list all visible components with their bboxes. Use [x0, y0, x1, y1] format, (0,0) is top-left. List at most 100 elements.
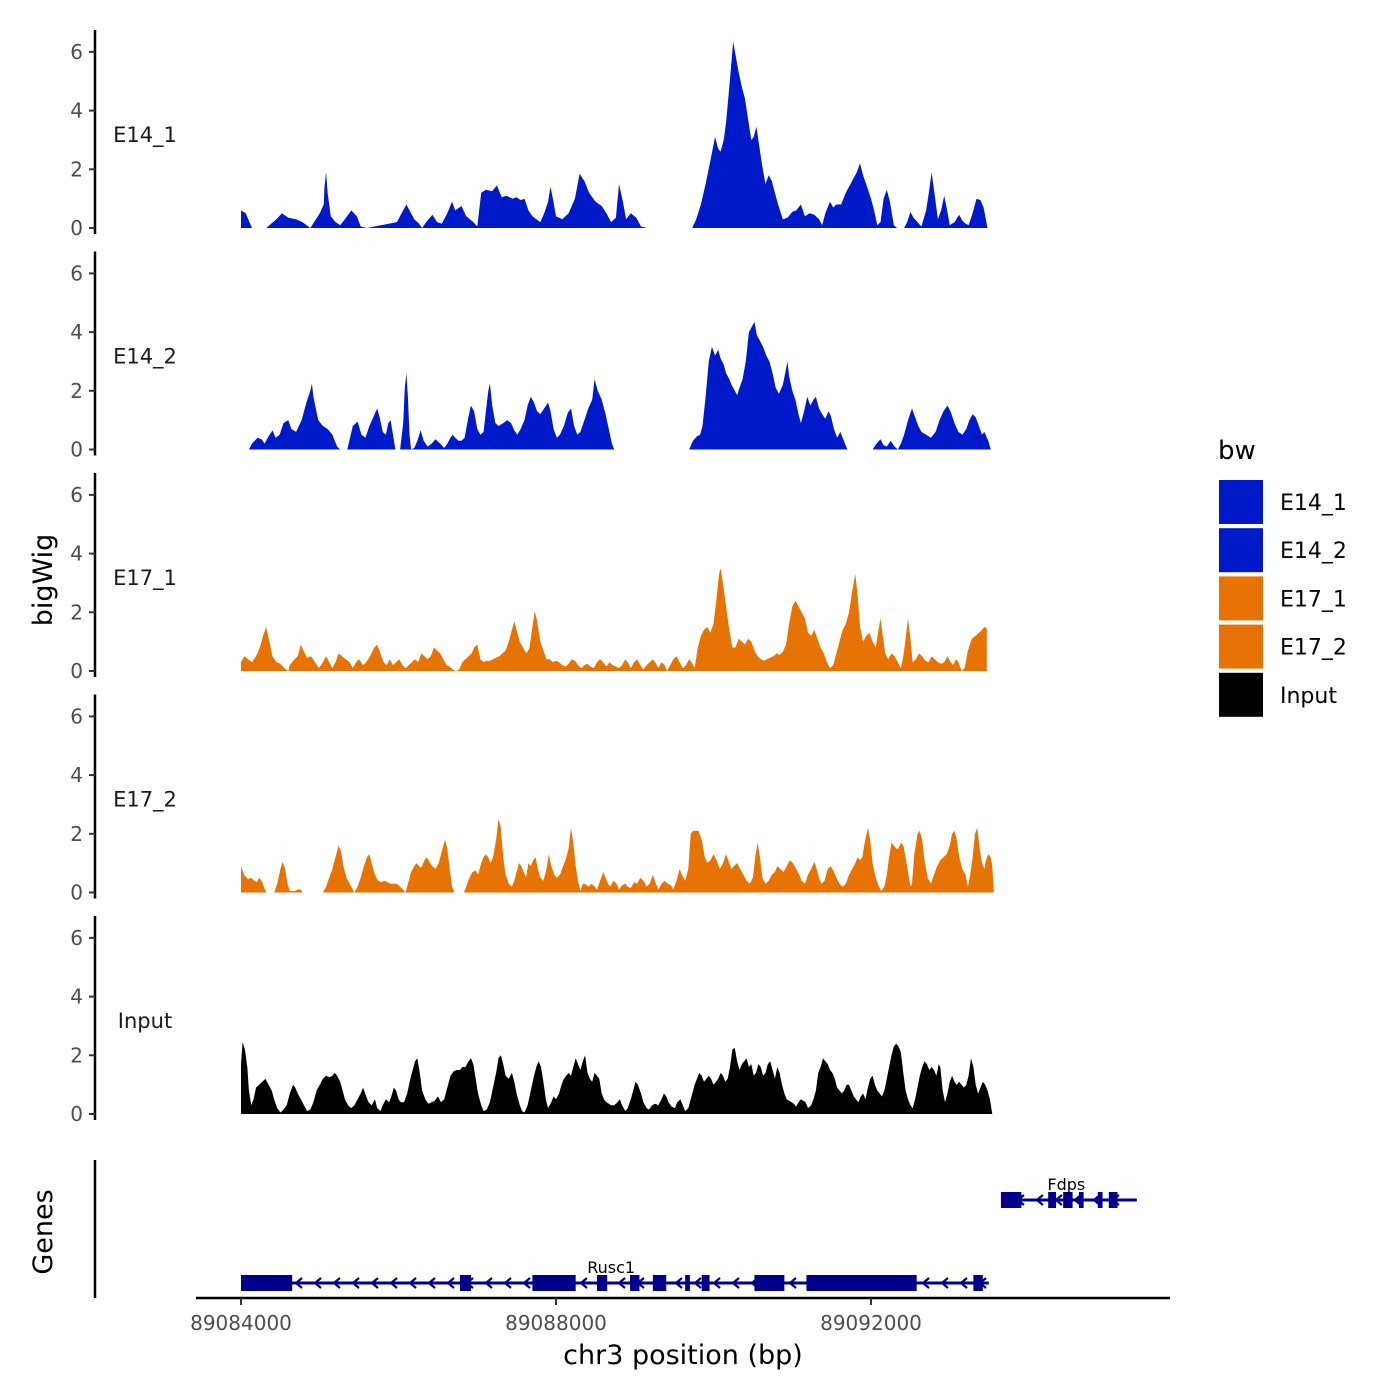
- exon: [596, 1275, 608, 1291]
- strand-arrow: [522, 1277, 531, 1289]
- exon: [241, 1275, 293, 1291]
- gene-label: Fdps: [1047, 1175, 1085, 1194]
- genes-axis-title: Genes: [28, 1189, 59, 1274]
- strand-arrow: [731, 1277, 740, 1289]
- legend-swatch: [1219, 672, 1263, 717]
- legend-label: E17_2: [1280, 636, 1347, 661]
- track-E17_1: 0 2 4 6 E17_1: [70, 473, 987, 683]
- y-tick-label: 0: [70, 659, 83, 683]
- strand-arrow: [959, 1277, 968, 1289]
- legend-label: Input: [1280, 684, 1337, 709]
- x-tick-label: 89084000: [190, 1311, 292, 1335]
- y-tick-label: 2: [70, 822, 83, 846]
- legend-item-Input: Input: [1219, 672, 1337, 717]
- strand-arrow: [617, 1277, 626, 1289]
- gene-Fdps: Fdps: [1000, 1175, 1137, 1208]
- exon: [701, 1275, 710, 1291]
- legend-label: E14_2: [1280, 539, 1347, 564]
- x-axis-title: chr3 position (bp): [563, 1340, 803, 1371]
- y-tick-label: 4: [70, 320, 83, 344]
- strand-arrow: [427, 1277, 436, 1289]
- strand-arrow: [389, 1277, 398, 1289]
- coverage-area-E14_2: [248, 321, 991, 450]
- legend: bw E14_1 E14_2 E17_1 E17_2 Input: [1218, 436, 1347, 717]
- track-E17_2: 0 2 4 6 E17_2: [70, 694, 994, 905]
- x-tick-label: 89092000: [820, 1311, 922, 1335]
- y-tick-label: 4: [70, 542, 83, 566]
- x-tick-label: 89088000: [505, 1311, 607, 1335]
- track-Input: 0 2 4 6 Input: [70, 916, 993, 1126]
- legend-title: bw: [1218, 436, 1256, 466]
- legend-item-E17_2: E17_2: [1219, 624, 1347, 669]
- legend-item-E17_1: E17_1: [1219, 576, 1347, 621]
- exon: [754, 1275, 785, 1291]
- legend-swatch: [1219, 576, 1263, 621]
- strand-arrow: [788, 1277, 797, 1289]
- exon: [532, 1275, 576, 1291]
- exon: [630, 1275, 640, 1291]
- track-label: Input: [118, 1009, 172, 1033]
- y-tick-label: 0: [70, 1102, 83, 1126]
- track-E14_1: 0 2 4 6 E14_1: [70, 30, 988, 240]
- strand-arrow: [313, 1277, 322, 1289]
- strand-arrow: [408, 1277, 417, 1289]
- gene-Rusc1: Rusc1: [241, 1258, 989, 1291]
- exon: [1000, 1192, 1022, 1208]
- y-tick-label: 0: [70, 881, 83, 905]
- y-tick-label: 4: [70, 763, 83, 787]
- strand-arrow: [446, 1277, 455, 1289]
- strand-arrow: [579, 1277, 588, 1289]
- exon: [1063, 1192, 1073, 1208]
- strand-arrow: [503, 1277, 512, 1289]
- exon: [652, 1275, 667, 1291]
- strand-arrow: [370, 1277, 379, 1289]
- coverage-area-E17_2: [241, 819, 994, 893]
- strand-arrow: [332, 1277, 341, 1289]
- y-tick-label: 6: [70, 40, 83, 64]
- exon: [806, 1275, 917, 1291]
- y-tick-label: 0: [70, 438, 83, 462]
- legend-item-E14_2: E14_2: [1219, 528, 1347, 573]
- legend-label: E14_1: [1280, 491, 1347, 516]
- y-tick-label: 6: [70, 704, 83, 728]
- strand-arrow: [294, 1277, 303, 1289]
- exon: [459, 1275, 471, 1291]
- legend-swatch: [1219, 480, 1263, 524]
- exon: [685, 1275, 690, 1291]
- strand-arrow: [712, 1277, 721, 1289]
- y-tick-label: 2: [70, 379, 83, 403]
- legend-item-E14_1: E14_1: [1219, 480, 1347, 524]
- exon: [1097, 1192, 1103, 1208]
- strand-arrow: [921, 1277, 930, 1289]
- y-tick-label: 2: [70, 600, 83, 624]
- gene-label: Rusc1: [587, 1258, 635, 1277]
- y-tick-label: 6: [70, 926, 83, 950]
- track-label: E17_2: [113, 788, 177, 813]
- legend-label: E17_1: [1280, 587, 1347, 612]
- coverage-area-E17_1: [241, 568, 987, 671]
- y-tick-label: 0: [70, 216, 83, 240]
- y-tick-label: 6: [70, 261, 83, 285]
- strand-arrow: [940, 1277, 949, 1289]
- track-label: E17_1: [113, 566, 177, 591]
- legend-swatch: [1219, 528, 1263, 573]
- strand-arrow: [351, 1277, 360, 1289]
- genes-layer: Rusc1 Fdps: [93, 1160, 1137, 1298]
- x-axis: 89084000 89088000 89092000: [190, 1296, 1170, 1335]
- exon: [1078, 1192, 1084, 1208]
- y-tick-label: 2: [70, 1043, 83, 1067]
- strand-arrow: [693, 1277, 702, 1289]
- tracks-layer: 0 2 4 6 E14_1 0 2 4 6 E14_2 0 2 4 6 E17_1 0 2 4 6 E17_2 0 2 4 6…: [70, 30, 994, 1126]
- track-E14_2: 0 2 4 6 E14_2: [70, 251, 991, 462]
- strand-arrow: [1035, 1194, 1044, 1206]
- y-tick-label: 4: [70, 99, 83, 123]
- legend-swatch: [1219, 624, 1263, 669]
- coverage-area-Input: [241, 1042, 993, 1114]
- exon: [973, 1275, 983, 1291]
- exon: [1108, 1192, 1118, 1208]
- exon: [1048, 1192, 1057, 1208]
- strand-arrow: [484, 1277, 493, 1289]
- track-label: E14_2: [113, 345, 177, 370]
